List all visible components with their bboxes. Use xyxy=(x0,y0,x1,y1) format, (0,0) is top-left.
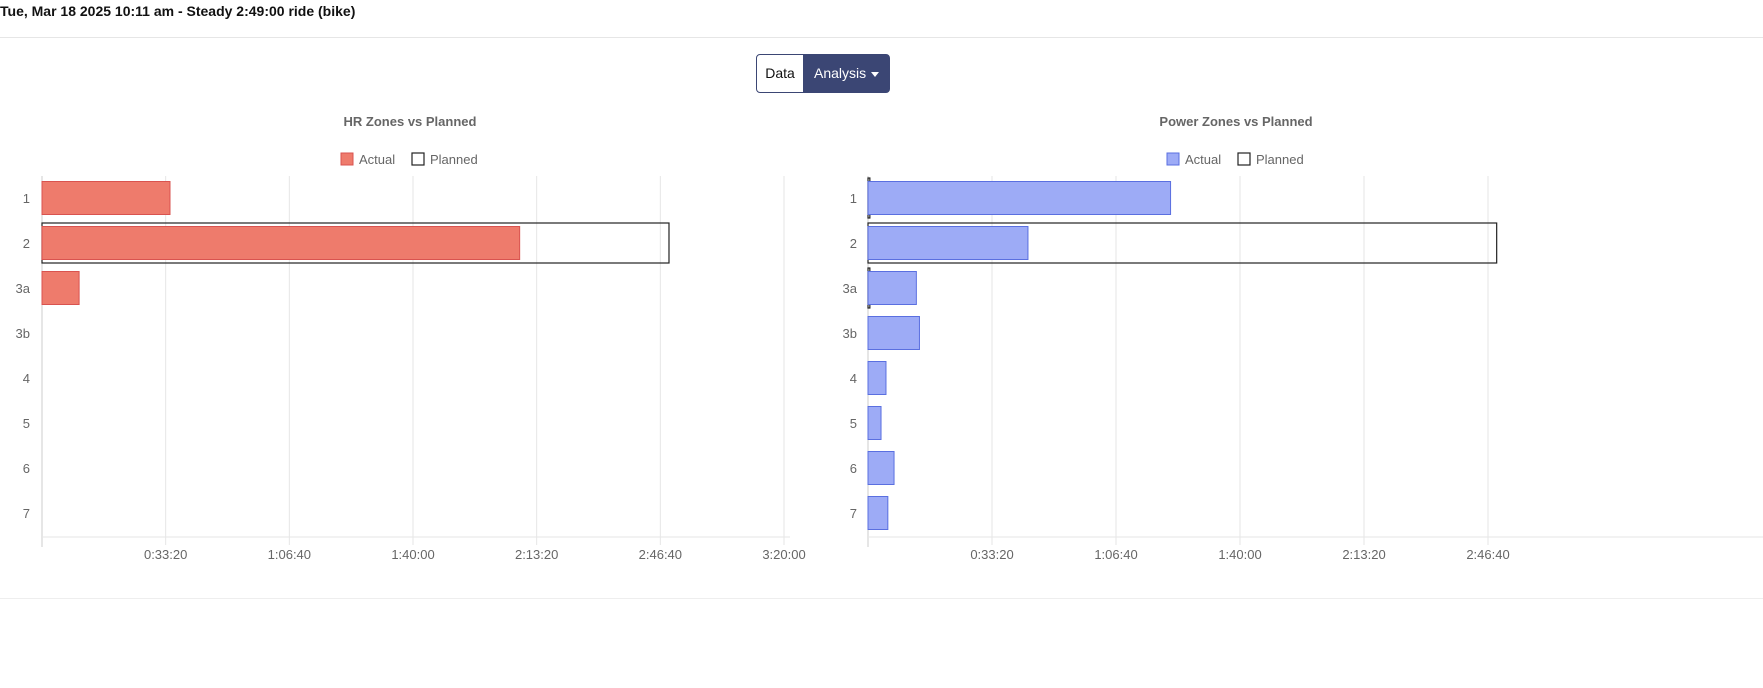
chart-hr-y-tick-label: 6 xyxy=(23,461,30,476)
chart-power-y-tick-label: 2 xyxy=(850,236,857,251)
chart-hr-actual-bar-zone-3a[interactable] xyxy=(41,271,80,305)
chart-hr-y-tick-label: 3a xyxy=(16,281,31,296)
chart-power-y-tick-label: 3b xyxy=(843,326,857,341)
chart-power-legend-actual-label[interactable]: Actual xyxy=(1185,152,1221,167)
chart-hr-legend-actual-label[interactable]: Actual xyxy=(359,152,395,167)
chart-hr-legend-actual-swatch[interactable] xyxy=(340,152,354,166)
chart-power-actual-bar-zone-3b[interactable] xyxy=(867,316,920,350)
chart-hr-actual-bar-zone-1[interactable] xyxy=(41,181,171,215)
chart-hr-actual-bar-zone-2[interactable] xyxy=(41,226,521,260)
chart-hr-x-tick-label: 1:06:40 xyxy=(268,547,311,562)
chart-power-x-tick-label: 1:06:40 xyxy=(1094,547,1137,562)
chart-power-legend-planned-label[interactable]: Planned xyxy=(1256,152,1304,167)
chart-power-y-tick-label: 3a xyxy=(843,281,858,296)
chart-power-x-tick-label: 2:13:20 xyxy=(1342,547,1385,562)
section-divider xyxy=(0,598,1763,599)
chart-hr-y-tick-label: 7 xyxy=(23,506,30,521)
analysis-view-button[interactable]: Analysis xyxy=(804,54,890,93)
chart-power-actual-bar-zone-7[interactable] xyxy=(867,496,889,530)
chart-power-x-tick-label: 2:46:40 xyxy=(1466,547,1509,562)
workout-title: Tue, Mar 18 2025 10:11 am - Steady 2:49:… xyxy=(0,3,356,19)
chart-hr-title: HR Zones vs Planned xyxy=(344,114,477,129)
view-toggle: Data Analysis xyxy=(756,54,890,93)
chart-hr-y-tick-label: 2 xyxy=(23,236,30,251)
data-view-button[interactable]: Data xyxy=(756,54,804,93)
chart-hr-x-tick-label: 3:20:00 xyxy=(762,547,805,562)
chart-hr-x-tick-label: 2:46:40 xyxy=(639,547,682,562)
chart-power-actual-bar-zone-1[interactable] xyxy=(867,181,1172,215)
chart-power-actual-bar-zone-2[interactable] xyxy=(867,226,1029,260)
chart-hr-y-tick-label: 1 xyxy=(23,191,30,206)
chart-power-y-tick-label: 4 xyxy=(850,371,857,386)
chart-power-y-tick-label: 5 xyxy=(850,416,857,431)
data-view-label: Data xyxy=(765,65,795,81)
chart-power-actual-bar-zone-3a[interactable] xyxy=(867,271,917,305)
chart-power-actual-bar-zone-4[interactable] xyxy=(867,361,887,395)
chart-power-x-tick-label: 1:40:00 xyxy=(1218,547,1261,562)
chart-hr-x-tick-label: 2:13:20 xyxy=(515,547,558,562)
chart-hr-x-tick-label: 0:33:20 xyxy=(144,547,187,562)
chart-power-actual-bar-zone-6[interactable] xyxy=(867,451,895,485)
chevron-down-icon xyxy=(871,71,880,77)
page-header: Tue, Mar 18 2025 10:11 am - Steady 2:49:… xyxy=(0,0,1763,38)
chart-hr-legend-planned-label[interactable]: Planned xyxy=(430,152,478,167)
zone-charts: HR Zones vs Planned Actual Planned 0:33:20 1… xyxy=(16,114,1763,562)
chart-hr-x-tick-label: 1:40:00 xyxy=(391,547,434,562)
chart-power-y-tick-label: 6 xyxy=(850,461,857,476)
chart-hr-legend-planned-swatch[interactable] xyxy=(411,152,425,166)
analysis-view-label: Analysis xyxy=(814,65,867,81)
chart-power-y-tick-label: 7 xyxy=(850,506,857,521)
chart-power-x-tick-label: 0:33:20 xyxy=(970,547,1013,562)
chart-hr-y-tick-label: 5 xyxy=(23,416,30,431)
chart-power-legend-actual-swatch[interactable] xyxy=(1166,152,1180,166)
chart-power-actual-bar-zone-5[interactable] xyxy=(867,406,882,440)
chart-hr-y-tick-label: 4 xyxy=(23,371,30,386)
chart-hr-y-tick-label: 3b xyxy=(16,326,30,341)
chart-power-legend-planned-swatch[interactable] xyxy=(1237,152,1251,166)
chart-power-y-tick-label: 1 xyxy=(850,191,857,206)
chart-power-title: Power Zones vs Planned xyxy=(1159,114,1312,129)
